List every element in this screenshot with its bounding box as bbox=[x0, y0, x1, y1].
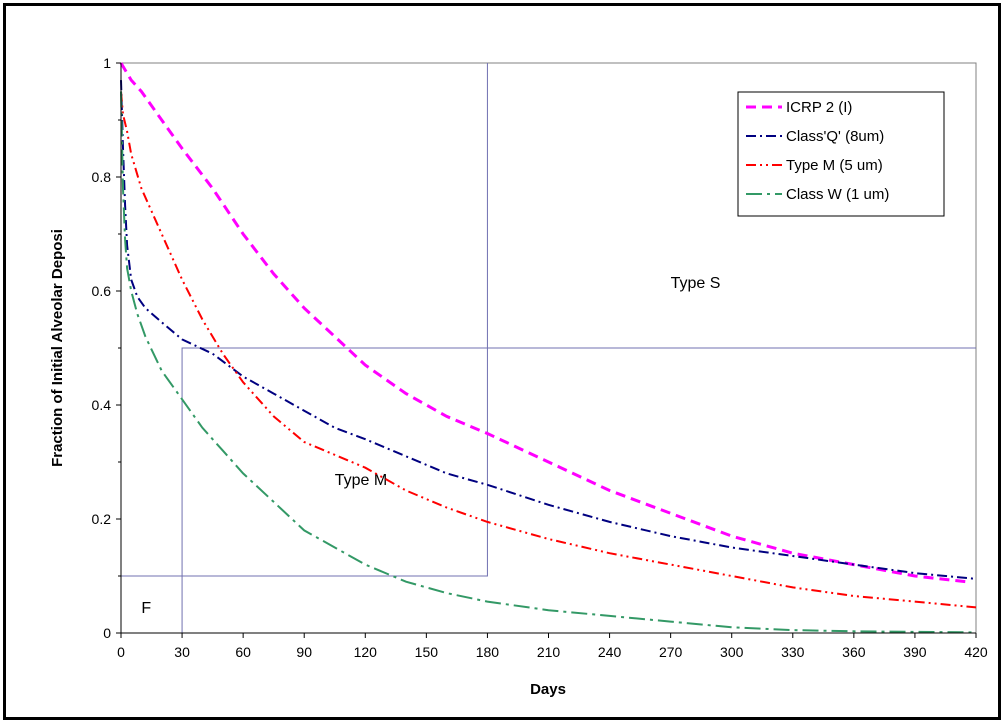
x-tick-label: 360 bbox=[842, 644, 866, 660]
region-label-0: Type S bbox=[671, 275, 721, 292]
x-tick-label: 330 bbox=[781, 644, 805, 660]
series-line-3 bbox=[120, 91, 977, 634]
x-tick-label: 210 bbox=[537, 644, 561, 660]
decay-curves-chart: Type S Type M F 0 30 60 90 120 150 180 210 240 270 3… bbox=[49, 55, 988, 698]
series-lines bbox=[119, 62, 977, 634]
x-tick-label: 120 bbox=[354, 644, 378, 660]
x-axis-title: Days bbox=[530, 681, 566, 698]
axes: 0 30 60 90 120 150 180 210 240 270 300 330 360 390 420… bbox=[92, 55, 988, 660]
x-tick-label: 150 bbox=[415, 644, 439, 660]
x-tick-label: 60 bbox=[235, 644, 251, 660]
legend-label-0: ICRP 2 (I) bbox=[786, 99, 852, 116]
series-line-0 bbox=[119, 62, 966, 584]
y-tick-label: 0.6 bbox=[92, 283, 112, 299]
y-tick-label: 0.4 bbox=[92, 397, 112, 413]
series-line-1 bbox=[120, 80, 977, 580]
y-tick-label: 0 bbox=[103, 625, 111, 641]
x-tick-label: 270 bbox=[659, 644, 683, 660]
x-tick-label: 90 bbox=[296, 644, 312, 660]
legend-label-3: Class W (1 um) bbox=[786, 186, 889, 203]
region-boxes: Type S Type M F bbox=[121, 63, 976, 633]
legend-label-1: Class'Q' (8um) bbox=[786, 128, 884, 145]
y-axis-title: Fraction of Initial Alveolar Deposi bbox=[49, 229, 66, 467]
legend: ICRP 2 (I) Class'Q' (8um) Type M (5 um) Cla… bbox=[737, 91, 945, 217]
chart-frame: Type S Type M F 0 30 60 90 120 150 180 210 240 270 3… bbox=[3, 3, 1001, 720]
y-tick-label: 1 bbox=[103, 55, 111, 71]
series-line-2 bbox=[120, 91, 977, 609]
legend-label-2: Type M (5 um) bbox=[786, 157, 883, 174]
y-tick-label: 0.2 bbox=[92, 511, 112, 527]
region-label-2: F bbox=[141, 600, 151, 617]
region-box-1 bbox=[121, 347, 488, 633]
x-tick-label: 30 bbox=[174, 644, 190, 660]
region-label-1: Type M bbox=[335, 472, 387, 489]
y-tick-label: 0.8 bbox=[92, 169, 112, 185]
x-tick-label: 240 bbox=[598, 644, 622, 660]
x-tick-label: 180 bbox=[476, 644, 500, 660]
x-tick-label: 420 bbox=[964, 644, 988, 660]
legend-box bbox=[737, 91, 945, 217]
x-tick-label: 0 bbox=[117, 644, 125, 660]
x-tick-label: 390 bbox=[903, 644, 927, 660]
x-tick-label: 300 bbox=[720, 644, 744, 660]
